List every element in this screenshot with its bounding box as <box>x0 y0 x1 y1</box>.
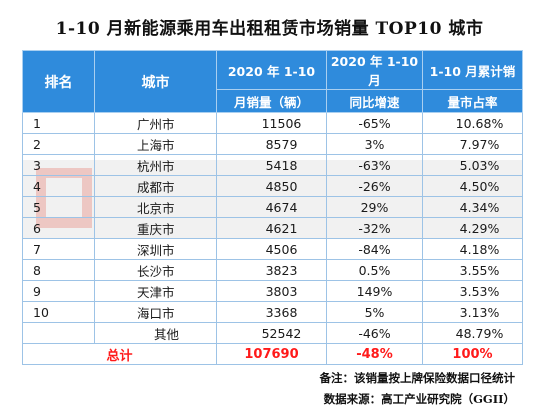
cell-sales: 8579 <box>216 133 327 155</box>
cell-sales-other: 52542 <box>216 322 327 344</box>
cell-city: 北京市 <box>94 196 217 218</box>
table-row: 5 北京市 4674 29% 4.34% <box>22 196 523 218</box>
cell-rank: 7 <box>22 238 95 260</box>
cell-city: 海口市 <box>94 301 217 323</box>
cell-total-share: 100% <box>422 343 523 365</box>
table-row: 10 海口市 3368 5% 3.13% <box>22 301 523 323</box>
cell-yoy: 29% <box>326 196 423 218</box>
cell-rank-empty <box>22 322 95 344</box>
cell-city: 深圳市 <box>94 238 217 260</box>
header-share-line1: 1-10 月累计销 <box>422 50 523 90</box>
cell-yoy-other: -46% <box>326 322 423 344</box>
table-row: 1 广州市 11506 -65% 10.68% <box>22 112 523 134</box>
cell-sales: 4621 <box>216 217 327 239</box>
cell-rank: 5 <box>22 196 95 218</box>
cell-sales: 3823 <box>216 259 327 281</box>
header-share-line2: 量市占率 <box>422 89 523 113</box>
cell-yoy: -26% <box>326 175 423 197</box>
table-row: 3 杭州市 5418 -63% 5.03% <box>22 154 523 176</box>
cell-sales: 4674 <box>216 196 327 218</box>
cell-city: 杭州市 <box>94 154 217 176</box>
header-rank: 排名 <box>22 50 95 113</box>
table-row: 6 重庆市 4621 -32% 4.29% <box>22 217 523 239</box>
cell-share: 3.53% <box>422 280 523 302</box>
cell-share: 7.97% <box>422 133 523 155</box>
cell-sales: 4850 <box>216 175 327 197</box>
cell-yoy: -65% <box>326 112 423 134</box>
cell-sales: 11506 <box>216 112 327 134</box>
cell-share: 5.03% <box>422 154 523 176</box>
cell-sales: 5418 <box>216 154 327 176</box>
table-row: 9 天津市 3803 149% 3.53% <box>22 280 523 302</box>
table-row-total: 总计 107690 -48% 100% <box>22 343 523 365</box>
cell-rank: 1 <box>22 112 95 134</box>
cell-city: 成都市 <box>94 175 217 197</box>
cell-yoy: 149% <box>326 280 423 302</box>
table-header-row-2: 月销量（辆） 同比增速 量市占率 <box>23 89 523 113</box>
cell-city: 上海市 <box>94 133 217 155</box>
remark-note: 备注：该销量按上牌保险数据口径统计 <box>319 371 516 385</box>
cell-sales: 3368 <box>216 301 327 323</box>
cell-city: 广州市 <box>94 112 217 134</box>
header-sales-line1: 2020 年 1-10 <box>216 50 327 90</box>
table-row: 8 长沙市 3823 0.5% 3.55% <box>22 259 523 281</box>
cell-share: 4.50% <box>422 175 523 197</box>
cell-yoy: 3% <box>326 133 423 155</box>
cell-city-other: 其他 <box>94 322 217 344</box>
cell-rank: 10 <box>22 301 95 323</box>
cell-yoy: -63% <box>326 154 423 176</box>
source-note: 数据来源：高工产业研究院（GGII） <box>323 392 515 406</box>
cell-share: 3.13% <box>422 301 523 323</box>
cell-share: 3.55% <box>422 259 523 281</box>
cell-share: 10.68% <box>422 112 523 134</box>
cell-rank: 9 <box>22 280 95 302</box>
header-sales-line2: 月销量（辆） <box>216 89 327 113</box>
cell-share: 4.29% <box>422 217 523 239</box>
header-city: 城市 <box>94 50 217 113</box>
sales-table: 排名 城市 2020 年 1-10 2020 年 1-10 月 1-10 月累计… <box>22 50 523 365</box>
cell-yoy: 5% <box>326 301 423 323</box>
cell-rank: 8 <box>22 259 95 281</box>
header-yoy-line1: 2020 年 1-10 月 <box>326 50 423 90</box>
cell-rank: 2 <box>22 133 95 155</box>
cell-sales: 3803 <box>216 280 327 302</box>
cell-rank: 3 <box>22 154 95 176</box>
cell-total-sales: 107690 <box>216 343 327 365</box>
cell-city: 天津市 <box>94 280 217 302</box>
cell-city: 重庆市 <box>94 217 217 239</box>
table-row: 4 成都市 4850 -26% 4.50% <box>22 175 523 197</box>
cell-yoy: -84% <box>326 238 423 260</box>
header-yoy-line2: 同比增速 <box>326 89 423 113</box>
cell-total-yoy: -48% <box>326 343 423 365</box>
cell-yoy: -32% <box>326 217 423 239</box>
table-row-other: 其他 52542 -46% 48.79% <box>22 322 523 344</box>
cell-share-other: 48.79% <box>422 322 523 344</box>
cell-yoy: 0.5% <box>326 259 423 281</box>
table-row: 2 上海市 8579 3% 7.97% <box>22 133 523 155</box>
cell-share: 4.18% <box>422 238 523 260</box>
table-header-row: 排名 城市 2020 年 1-10 2020 年 1-10 月 1-10 月累计… <box>22 50 523 113</box>
cell-rank: 4 <box>22 175 95 197</box>
cell-city: 长沙市 <box>94 259 217 281</box>
cell-rank: 6 <box>22 217 95 239</box>
cell-share: 4.34% <box>422 196 523 218</box>
table-row: 7 深圳市 4506 -84% 4.18% <box>22 238 523 260</box>
page-title: 1-10 月新能源乘用车出租租赁市场销量 TOP10 城市 <box>55 19 484 39</box>
cell-total-label: 总计 <box>22 343 217 365</box>
cell-sales: 4506 <box>216 238 327 260</box>
